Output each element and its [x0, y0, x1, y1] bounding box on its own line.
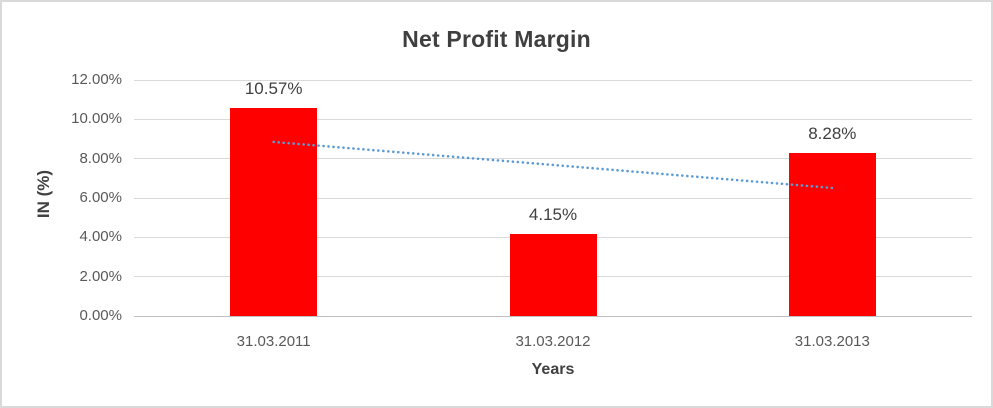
y-tick-label: 0.00%	[79, 307, 122, 324]
y-axis-title: IN (%)	[34, 169, 53, 219]
x-tick-label: 31.03.2013	[794, 333, 870, 350]
gridline	[134, 79, 972, 81]
x-tick-label: 31.03.2012	[515, 333, 591, 350]
chart-title: Net Profit Margin	[402, 26, 591, 52]
x-tick-label: 31.03.2011	[236, 333, 311, 350]
data-label: 4.15%	[528, 205, 578, 225]
bar-31.03.2013[interactable]	[788, 153, 876, 316]
x-axis-title: Years	[531, 361, 575, 378]
y-tick-label: 2.00%	[79, 267, 122, 285]
x-axis-line	[134, 315, 972, 317]
data-label: 10.57%	[244, 79, 303, 99]
y-tick-label: 10.00%	[71, 110, 122, 128]
bar-31.03.2012[interactable]	[509, 234, 597, 316]
y-tick-label: 8.00%	[79, 149, 122, 167]
trendline[interactable]	[134, 80, 972, 316]
gridline	[134, 158, 972, 160]
y-tick-label: 12.00%	[71, 71, 122, 88]
y-tick-label: 6.00%	[79, 189, 122, 206]
gridline	[134, 118, 972, 120]
gridline	[134, 197, 972, 199]
data-label: 8.28%	[808, 124, 857, 144]
plot-area	[134, 79, 972, 317]
y-tick-label: 4.00%	[79, 228, 122, 246]
